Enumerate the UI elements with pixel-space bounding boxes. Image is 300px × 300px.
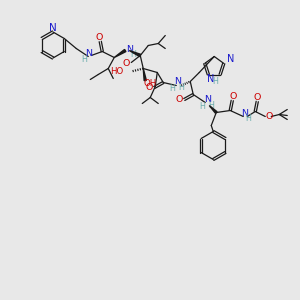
Text: O: O xyxy=(230,92,237,101)
Text: H: H xyxy=(81,55,87,64)
Text: N: N xyxy=(174,77,181,86)
Text: H: H xyxy=(130,50,136,59)
Text: N: N xyxy=(227,54,234,64)
Text: O: O xyxy=(266,112,273,121)
Text: HO: HO xyxy=(110,67,123,76)
Text: N: N xyxy=(85,49,92,58)
Text: H: H xyxy=(199,102,205,111)
Polygon shape xyxy=(209,106,217,113)
Text: H: H xyxy=(169,84,175,93)
Text: O: O xyxy=(96,33,103,42)
Text: N: N xyxy=(49,23,57,33)
Text: H: H xyxy=(212,77,218,86)
Text: O: O xyxy=(176,95,183,104)
Text: N: N xyxy=(204,95,211,104)
Text: O: O xyxy=(254,93,261,102)
Text: H: H xyxy=(178,83,184,92)
Text: O: O xyxy=(146,83,153,92)
Polygon shape xyxy=(129,50,141,57)
Text: H: H xyxy=(245,114,251,123)
Polygon shape xyxy=(114,50,126,58)
Text: O: O xyxy=(123,59,130,68)
Text: OH: OH xyxy=(144,79,157,88)
Text: N: N xyxy=(207,74,214,84)
Polygon shape xyxy=(143,68,146,81)
Text: N: N xyxy=(241,109,248,118)
Text: N: N xyxy=(126,45,133,54)
Text: H: H xyxy=(208,101,214,110)
